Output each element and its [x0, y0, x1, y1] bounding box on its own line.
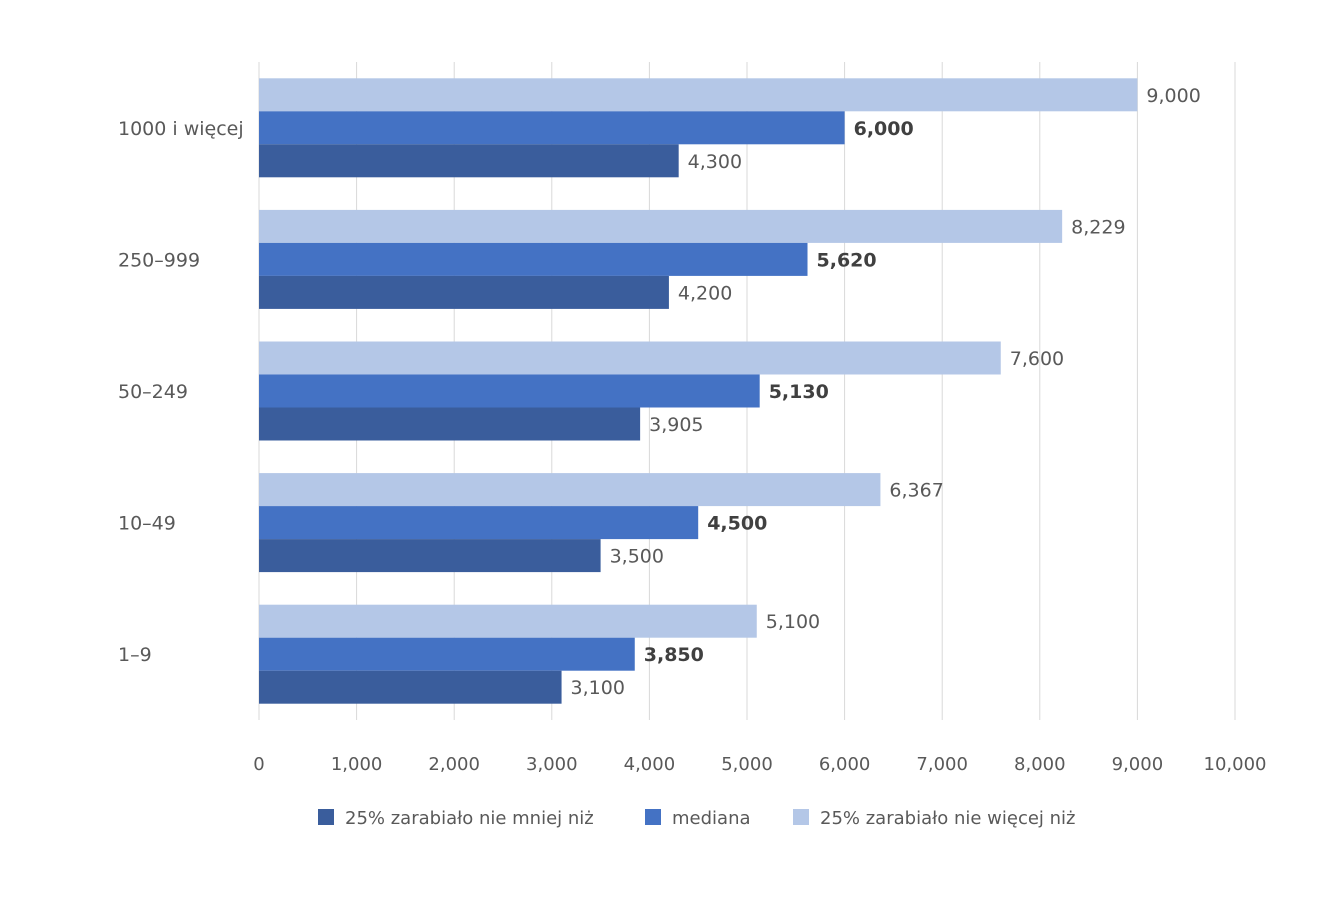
x-tick-label: 1,000 — [331, 754, 383, 775]
category-label: 250–999 — [118, 249, 200, 271]
data-label: 5,130 — [769, 381, 829, 403]
bar — [259, 78, 1138, 112]
bar — [259, 506, 699, 540]
data-label: 5,100 — [766, 611, 820, 633]
data-label: 9,000 — [1146, 85, 1200, 107]
legend-label: 25% zarabiało nie mniej niż — [345, 808, 594, 829]
legend-label: 25% zarabiało nie więcej niż — [820, 808, 1076, 829]
category-label: 50–249 — [118, 381, 188, 403]
bar — [259, 111, 845, 145]
data-label: 6,367 — [889, 480, 943, 502]
x-tick-label: 9,000 — [1112, 754, 1164, 775]
legend-swatch — [793, 809, 809, 825]
bar — [259, 275, 669, 309]
x-tick-label: 3,000 — [526, 754, 578, 775]
legend-label: mediana — [672, 808, 751, 829]
x-axis-ticks: 0 1,000 2,000 3,000 4,000 5,000 6,000 7,000 8,00… — [253, 754, 1266, 775]
category-label: 10–49 — [118, 513, 176, 535]
category-labels: 1000 i więcej 250–999 50–249 10–49 1–9 — [118, 118, 244, 666]
data-label: 7,600 — [1010, 348, 1064, 370]
x-tick-label: 2,000 — [428, 754, 480, 775]
data-label: 4,200 — [678, 282, 732, 304]
data-label: 3,500 — [610, 546, 664, 568]
bars — [259, 78, 1138, 704]
x-tick-label: 6,000 — [819, 754, 871, 775]
legend-swatch — [318, 809, 334, 825]
data-label: 8,229 — [1071, 216, 1125, 238]
category-label: 1000 i więcej — [118, 118, 244, 140]
x-tick-label: 5,000 — [721, 754, 773, 775]
bar — [259, 209, 1063, 243]
x-tick-label: 0 — [253, 754, 264, 775]
data-label: 3,850 — [644, 644, 704, 666]
data-label: 3,905 — [649, 414, 703, 436]
bar — [259, 144, 679, 178]
data-label: 6,000 — [854, 118, 914, 140]
x-tick-label: 4,000 — [624, 754, 676, 775]
data-labels: 9,000 6,000 4,300 8,229 5,620 4,200 7,600 5,130… — [571, 85, 1201, 699]
bar — [259, 539, 601, 573]
bar — [259, 670, 562, 704]
bar — [259, 374, 760, 408]
data-label: 5,620 — [817, 249, 877, 271]
x-tick-label: 10,000 — [1204, 754, 1267, 775]
x-tick-label: 8,000 — [1014, 754, 1066, 775]
bar — [259, 341, 1001, 375]
bar — [259, 637, 635, 671]
category-label: 1–9 — [118, 644, 152, 666]
bar — [259, 242, 808, 276]
bar — [259, 604, 757, 638]
bar — [259, 407, 641, 441]
legend-swatch — [645, 809, 661, 825]
data-label: 4,300 — [688, 151, 742, 173]
data-label: 3,100 — [571, 677, 625, 699]
data-label: 4,500 — [707, 513, 767, 535]
legend: 25% zarabiało nie mniej niż mediana 25% za… — [318, 808, 1076, 829]
x-tick-label: 7,000 — [916, 754, 968, 775]
bar — [259, 473, 881, 507]
